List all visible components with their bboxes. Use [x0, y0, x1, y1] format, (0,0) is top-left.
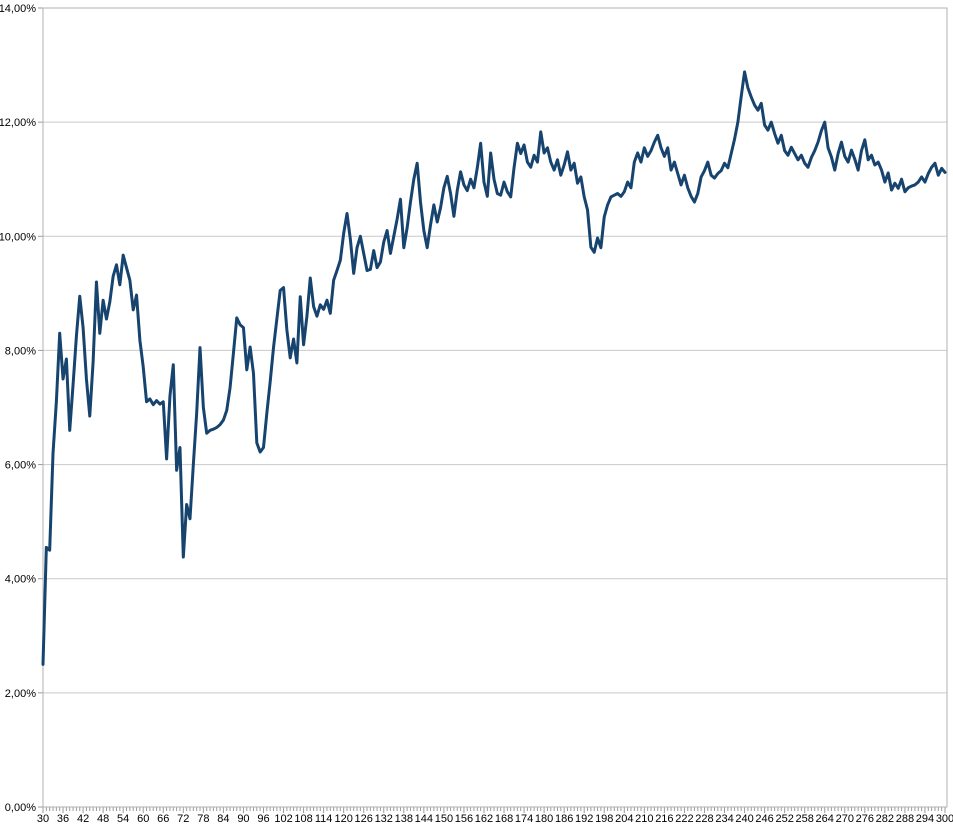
y-axis-label: 12,00% — [0, 117, 36, 129]
x-axis-label: 228 — [695, 813, 713, 825]
y-axis-label: 6,00% — [5, 460, 36, 472]
x-axis-label: 210 — [635, 813, 653, 825]
y-axis-label: 8,00% — [5, 345, 36, 357]
plot-border-group — [42, 7, 948, 808]
x-axis-label: 114 — [315, 813, 333, 825]
x-axis-label: 126 — [355, 813, 373, 825]
x-axis-label: 186 — [555, 813, 573, 825]
y-axis-labels-group: 0,00% 2,00% 4,00% 6,00% 8,00% 10,00% 12,00% 14,… — [0, 3, 36, 814]
x-axis-label: 96 — [257, 813, 269, 825]
x-axis-label: 276 — [856, 813, 874, 825]
x-axis-label: 168 — [495, 813, 513, 825]
x-axis-label: 144 — [415, 813, 433, 825]
x-axis-label: 36 — [57, 813, 69, 825]
x-axis-label: 240 — [735, 813, 753, 825]
y-axis-label: 10,00% — [0, 231, 36, 243]
x-axis-label: 42 — [77, 813, 89, 825]
x-axis-label: 150 — [435, 813, 453, 825]
x-axis-label: 84 — [217, 813, 229, 825]
x-axis-label: 120 — [334, 813, 352, 825]
x-axis-label: 198 — [595, 813, 613, 825]
x-axis-labels-group: 30 36 42 48 54 60 66 72 78 84 90 96 102 108 114 120 126 1… — [37, 813, 953, 825]
chart-line-percentage-series — [41, 70, 947, 666]
x-axis-label: 78 — [197, 813, 209, 825]
x-axis-label: 162 — [475, 813, 493, 825]
axis-ticks-group — [38, 7, 946, 813]
x-axis-label: 192 — [575, 813, 593, 825]
x-axis-label: 282 — [876, 813, 894, 825]
x-axis-label: 270 — [836, 813, 854, 825]
x-axis-label: 204 — [615, 813, 633, 825]
x-axis-label: 288 — [896, 813, 914, 825]
x-axis-label: 60 — [137, 813, 149, 825]
x-axis-label: 108 — [294, 813, 312, 825]
x-axis-label: 174 — [515, 813, 533, 825]
y-axis-label: 0,00% — [5, 802, 36, 814]
x-axis-label: 246 — [755, 813, 773, 825]
x-axis-label: 48 — [97, 813, 109, 825]
x-axis-label: 90 — [237, 813, 249, 825]
x-axis-label: 222 — [675, 813, 693, 825]
x-axis-label: 138 — [395, 813, 413, 825]
x-axis-label: 132 — [375, 813, 393, 825]
x-axis-label: 102 — [274, 813, 292, 825]
x-axis-label: 156 — [455, 813, 473, 825]
x-axis-label: 234 — [715, 813, 733, 825]
y-axis-label: 14,00% — [0, 3, 36, 15]
x-axis-label: 66 — [157, 813, 169, 825]
x-axis-label: 72 — [177, 813, 189, 825]
gridlines-group — [43, 121, 947, 694]
y-axis-label: 4,00% — [5, 574, 36, 586]
y-axis-label: 2,00% — [5, 688, 36, 700]
x-axis-label: 300 — [936, 813, 953, 825]
x-axis-label: 264 — [816, 813, 834, 825]
x-axis-label: 252 — [775, 813, 793, 825]
x-axis-label: 54 — [117, 813, 129, 825]
x-axis-label: 294 — [916, 813, 934, 825]
x-axis-label: 30 — [37, 813, 49, 825]
x-axis-label: 258 — [796, 813, 814, 825]
data-series-group — [41, 70, 947, 666]
x-axis-label: 216 — [655, 813, 673, 825]
plot-area-border — [42, 7, 948, 808]
x-axis-label: 180 — [535, 813, 553, 825]
